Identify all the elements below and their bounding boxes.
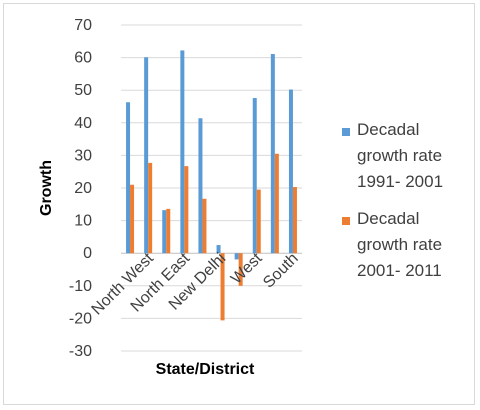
- legend-label: growth rate: [357, 146, 442, 165]
- bar-chart: -30 -20 -10 0 10 20 30 40 50 60 70 North WestNorth…: [38, 17, 443, 378]
- bar: [130, 184, 135, 254]
- y-tick-label: -10: [69, 278, 92, 295]
- bar: [126, 102, 131, 254]
- bar: [252, 98, 257, 254]
- bar: [166, 208, 171, 254]
- legend-label: growth rate: [357, 235, 442, 254]
- x-tick-label: West: [228, 250, 266, 288]
- bar: [270, 54, 275, 254]
- legend-label: 2001- 2011: [357, 261, 442, 280]
- y-tick-label: -30: [69, 343, 92, 360]
- bar: [238, 253, 243, 286]
- bar: [220, 253, 225, 321]
- x-axis-title: State/District: [156, 361, 255, 378]
- y-tick-label: 60: [74, 50, 92, 67]
- bar: [234, 253, 239, 260]
- bars: [126, 50, 297, 321]
- y-tick-label: -20: [69, 310, 92, 327]
- legend-label: Decadal: [357, 120, 419, 139]
- chart-frame: -30 -20 -10 0 10 20 30 40 50 60 70 North West North…: [3, 3, 475, 405]
- bar: [144, 57, 149, 254]
- y-tick-label: 0: [83, 245, 92, 262]
- bar: [288, 89, 293, 254]
- legend-swatch: [342, 217, 350, 225]
- bar: [162, 210, 167, 254]
- y-tick-label: 40: [74, 115, 92, 132]
- legend: Decadal growth rate 1991- 2001 Decadal growt…: [342, 120, 443, 280]
- legend-label: 1991- 2001: [357, 172, 443, 191]
- bar: [202, 198, 207, 254]
- y-axis-tick-labels: -30 -20 -10 0 10 20 30 40 50 60 70: [69, 17, 92, 360]
- legend-swatch: [342, 128, 350, 136]
- bar: [184, 166, 189, 254]
- bar: [256, 189, 261, 254]
- bar: [180, 50, 185, 254]
- y-tick-label: 30: [74, 147, 92, 164]
- bar: [148, 162, 153, 254]
- bar: [292, 187, 297, 254]
- y-tick-label: 10: [74, 213, 92, 230]
- legend-label: Decadal: [357, 209, 419, 228]
- y-axis-title: Growth: [38, 160, 55, 216]
- y-tick-label: 50: [74, 82, 92, 99]
- bar: [216, 245, 221, 254]
- bar: [198, 118, 203, 254]
- y-tick-label: 70: [74, 17, 92, 34]
- bar: [274, 153, 279, 254]
- y-tick-label: 20: [74, 180, 92, 197]
